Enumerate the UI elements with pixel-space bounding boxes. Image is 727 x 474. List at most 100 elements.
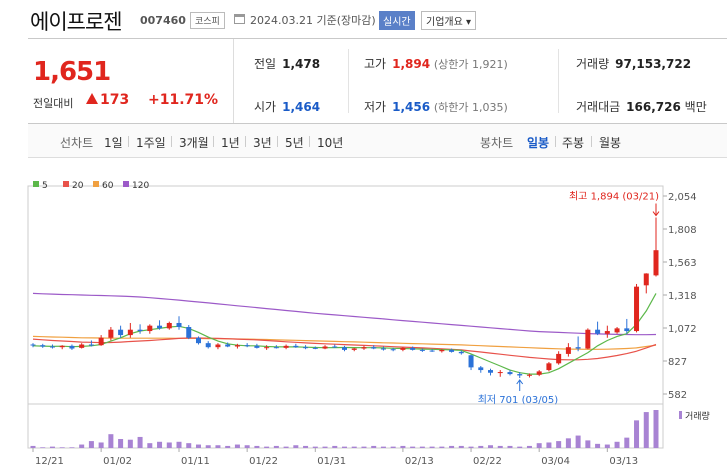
candle-body xyxy=(614,328,620,333)
volume-bar xyxy=(575,435,581,448)
market-badge: 코스피 xyxy=(190,12,225,29)
candle-body xyxy=(643,273,649,286)
divider xyxy=(591,136,592,147)
x-tick-label: 03/04 xyxy=(541,456,570,467)
volume-legend-swatch xyxy=(679,411,682,419)
chart-tabs: 선차트 1일 1주일 3개월 1년 3년 5년 10년 봉차트 일봉 주봉 월봉 xyxy=(28,124,727,158)
company-name: 에이프로젠 xyxy=(30,10,123,34)
candle-body xyxy=(478,367,484,371)
volume-bar xyxy=(30,445,36,448)
tab-3y[interactable]: 3년 xyxy=(253,136,272,150)
volume-bar xyxy=(166,442,172,448)
volume-bar xyxy=(312,446,318,448)
tab-5y[interactable]: 5년 xyxy=(285,136,304,150)
volume-bar xyxy=(157,441,163,448)
volume-bar xyxy=(371,445,377,448)
candle-body xyxy=(410,347,416,350)
volume-bar xyxy=(634,420,640,448)
x-tick-label: 12/21 xyxy=(35,456,64,467)
line-chart-label: 선차트 xyxy=(60,136,94,150)
volume-bar xyxy=(176,441,182,448)
legend-label: 5 xyxy=(42,181,48,191)
ma20-line xyxy=(32,337,657,361)
volume-bar xyxy=(342,446,347,448)
legend-label: 120 xyxy=(132,181,149,191)
candle-body xyxy=(137,329,143,332)
volume-bar xyxy=(88,441,94,448)
volume-bar xyxy=(526,445,532,448)
y-tick-label: 1,808 xyxy=(668,225,697,236)
tab-1w[interactable]: 1주일 xyxy=(136,136,166,150)
candle-body xyxy=(488,370,494,373)
divider xyxy=(277,136,278,147)
candle-body xyxy=(127,329,133,336)
volume-bar xyxy=(225,445,231,448)
quote-date: 2024.03.21 기준(장마감) xyxy=(250,14,376,27)
legend-swatch xyxy=(33,181,39,187)
volume-bar xyxy=(69,447,75,448)
ma120-line xyxy=(32,292,657,336)
candle-body xyxy=(468,355,474,368)
x-tick-label: 01/22 xyxy=(249,456,278,467)
candle-body xyxy=(322,346,328,349)
candle-body xyxy=(449,349,455,352)
lower-limit: (하한가 1,035) xyxy=(433,101,508,114)
candle-body xyxy=(303,347,309,349)
tab-3m[interactable]: 3개월 xyxy=(179,136,209,150)
candle-body xyxy=(653,250,659,276)
candle-body xyxy=(176,322,182,328)
candle-body xyxy=(49,346,55,348)
legend-label: 60 xyxy=(102,181,114,191)
divider xyxy=(309,136,310,147)
candle-body xyxy=(517,374,523,376)
price-summary: 1,651 전일대비 173 +11.71% xyxy=(28,39,234,123)
tab-daily[interactable]: 일봉 xyxy=(527,136,550,150)
candle-body xyxy=(59,345,65,348)
high-arrow-icon xyxy=(652,203,660,217)
change-value: 173 xyxy=(100,92,130,108)
realtime-button[interactable]: 실시간 xyxy=(379,11,415,30)
volume-bar xyxy=(643,412,649,448)
ma5-line xyxy=(32,293,657,375)
candle-body xyxy=(497,372,503,374)
candle-chart-label: 봉차트 xyxy=(480,136,514,150)
tab-10y[interactable]: 10년 xyxy=(317,136,344,150)
volume-label: 거래량 xyxy=(576,57,610,71)
candle-body xyxy=(332,346,338,348)
volume-bar xyxy=(536,443,542,448)
candle-body xyxy=(595,329,601,334)
tab-1y[interactable]: 1년 xyxy=(221,136,240,150)
volume-bar xyxy=(118,439,124,448)
low-annotation: 최저 701 (03/05) xyxy=(478,394,559,406)
tab-1d[interactable]: 1일 xyxy=(104,136,123,150)
volume-bar xyxy=(517,446,523,448)
candle-body xyxy=(264,347,270,349)
candle-body xyxy=(69,345,75,349)
candle-body xyxy=(575,347,581,349)
high-annotation: 최고 1,894 (03/21) xyxy=(569,191,659,203)
volume-bar xyxy=(614,441,620,448)
divider xyxy=(213,136,214,147)
candle-body xyxy=(634,286,640,332)
tab-monthly[interactable]: 월봉 xyxy=(599,136,622,150)
volume-bar xyxy=(254,445,260,448)
volume-bar xyxy=(40,447,46,448)
company-info-dropdown[interactable]: 기업개요 ▾ xyxy=(421,11,477,30)
candle-body xyxy=(166,322,172,329)
candle-body xyxy=(283,345,289,348)
volume: 거래량 97,153,722 xyxy=(576,55,691,72)
volume-bar xyxy=(195,444,201,448)
volume-bar xyxy=(322,446,328,448)
volume-bar xyxy=(49,446,55,448)
volume-bar xyxy=(439,446,445,448)
volume-bar xyxy=(283,446,289,448)
tab-weekly[interactable]: 주봉 xyxy=(562,136,585,150)
candle-body xyxy=(565,347,571,354)
low-price: 저가 1,456 (하한가 1,035) xyxy=(364,98,508,115)
candle-body xyxy=(604,331,610,334)
candle-body xyxy=(546,363,552,371)
volume-bar xyxy=(604,444,610,448)
volume-bar xyxy=(79,444,85,448)
candle-body xyxy=(254,345,260,348)
